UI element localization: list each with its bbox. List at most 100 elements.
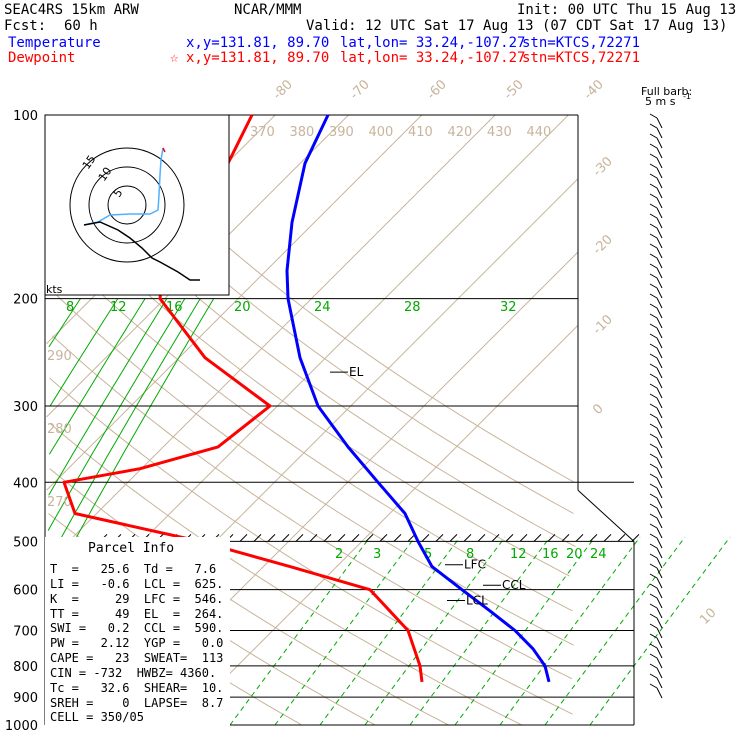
right-axis-skew [577,489,635,542]
hodograph-ring-5 [107,185,147,225]
pressure-lines [44,114,640,726]
dewpoint-latlon: lat,lon= 33.24,-107.27 [340,50,525,66]
pressure-tick-label: 100 [13,109,38,124]
wind-barb-flag [649,513,658,519]
isotherm-label: -50 [501,77,527,103]
wind-barb-staff [656,577,663,589]
freezing-hatch [491,534,500,542]
parcel-info-row: CELL = 350/05 [50,710,144,724]
temperature-station: stn=KTCS,72271 [522,35,640,51]
wind-barb-flag [649,233,658,239]
wind-barb-staff [656,417,663,429]
wind-barb-staff [656,207,663,219]
wind-barb-staff [656,567,663,579]
theta-label: 270 [47,495,72,510]
theta-label: 430 [487,125,512,140]
mixing-ratio-label: 24 [314,300,331,315]
wind-barb-flag [649,343,658,349]
mixing-ratio-line [47,298,186,531]
mixing-ratio-line [48,298,146,455]
wind-barb-flag [649,483,658,489]
parcel-info-title: Parcel Info [88,541,174,556]
wind-barb-flag [649,563,658,569]
isotherm-line [46,114,496,564]
marker-label-ccl: CCL [502,578,526,592]
dry-adiabat-line [49,468,449,726]
wind-barb-flag [649,473,658,479]
wind-barb-flag [649,623,658,629]
mixing-ratio-label: 12 [510,547,527,562]
freezing-hatch [561,534,570,542]
center-name: NCAR/MMM [234,2,301,18]
theta-label: 440 [527,125,552,140]
wind-barb-flag [649,573,658,579]
wind-barb-staff [656,597,663,609]
freezing-hatch [309,534,318,542]
theta-label: 280 [47,422,72,437]
freezing-hatch [421,534,430,542]
freezing-hatch [603,534,612,542]
isotherm-label: -70 [347,77,373,103]
wind-barb-flag [649,453,658,459]
freezing-hatch [323,534,332,542]
hodograph-trace-lower [83,221,200,281]
wind-barb-staff [656,117,663,129]
wind-barb-staff [656,677,663,689]
mixing-ratio-label: 3 [373,547,381,562]
freezing-hatch [449,534,458,542]
wind-barb-staff [656,167,663,179]
mixing-ratio-label: 5 [424,547,432,562]
pressure-tick-label: 300 [13,400,38,415]
wind-barb-flag [649,173,658,179]
wind-barbs [649,113,663,699]
hodograph-ring-10 [88,166,166,244]
wind-barb-flag [649,583,658,589]
freezing-hatch [631,534,640,542]
hodograph-trace-top [162,147,166,153]
wind-barb-flag [649,163,658,169]
isotherm-label: 0 [590,401,606,417]
pressure-tick-label: 700 [13,625,38,640]
theta-label: 420 [448,125,473,140]
wind-barb-staff [656,587,663,599]
theta-label: 410 [408,125,433,140]
wind-barb-staff [656,297,663,309]
temperature-legend: Temperature [8,35,101,51]
wind-barb-flag [649,193,658,199]
dry-adiabat-line [45,239,573,612]
wind-barb-flag [649,673,658,679]
wind-barb-staff [656,127,663,139]
isotherm-line [177,325,579,726]
model-name: SEAC4RS 15km ARW [4,2,139,18]
freezing-hatch [295,534,304,542]
wind-barb-staff [656,327,663,339]
wind-barb-flag [649,443,658,449]
marker-label-el: EL [349,365,364,379]
pressure-tick-label: 200 [13,293,38,308]
wind-barb-flag [649,633,658,639]
wind-barb-flag [649,153,658,159]
wind-barb-staff [656,287,663,299]
hodograph-unit-label: kts [46,283,63,296]
freezing-hatch [505,534,514,542]
freezing-hatch [435,534,444,542]
wind-barb-flag [649,363,658,369]
freezing-hatch [519,534,528,542]
pressure-tick-label: 600 [13,584,38,599]
freezing-hatch [617,534,626,542]
parcel-info-background [45,537,230,727]
wind-barb-staff [656,177,663,189]
theta-label: 370 [250,125,275,140]
wind-barb-staff [656,137,663,149]
isotherm-label: -30 [590,154,616,180]
wind-barb-staff [656,507,663,519]
pressure-tick-label: 800 [13,660,38,675]
barb-legend-exponent: -1 [683,92,691,101]
pressure-tick-label: 1000 [5,719,38,734]
wind-barb-staff [656,227,663,239]
wind-barb-staff [656,147,663,159]
isotherm-label: -60 [424,77,450,103]
isotherm-label: -20 [590,232,616,258]
wind-barb-flag [649,463,658,469]
